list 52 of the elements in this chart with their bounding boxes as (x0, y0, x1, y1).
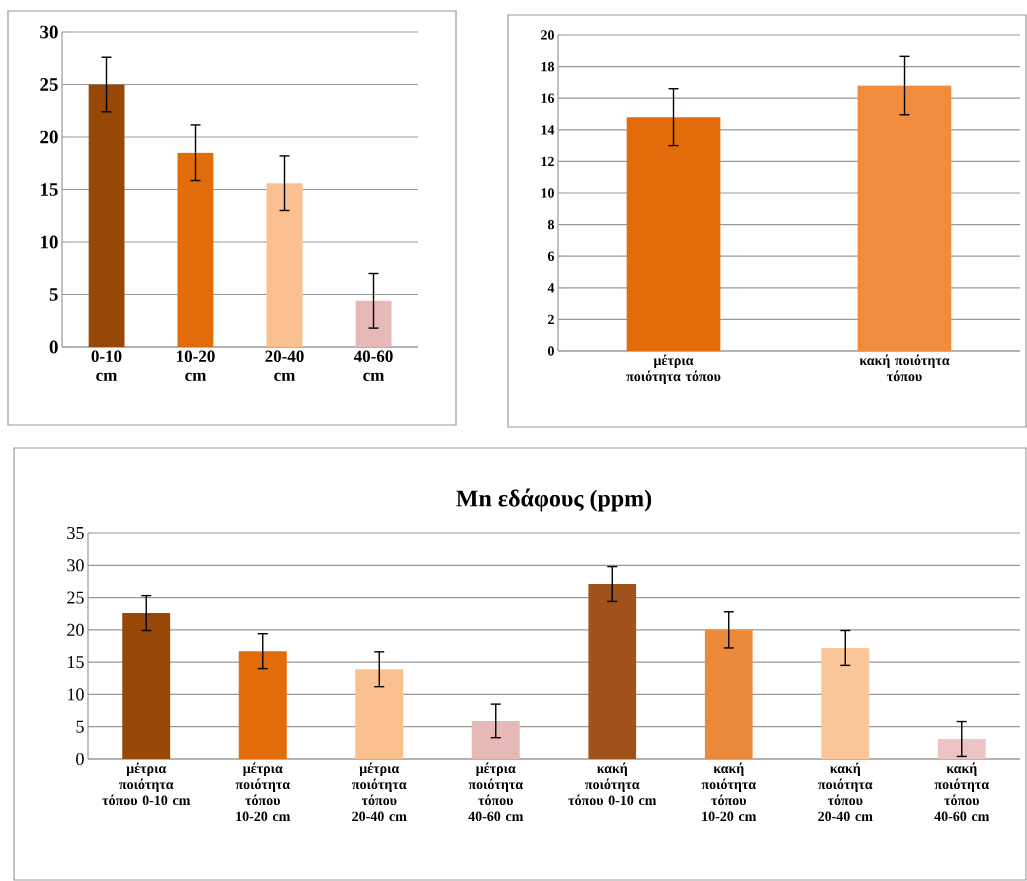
x-tick-label: κακή ποιότητα τόπου (859, 354, 950, 382)
y-tick-label: 16 (541, 93, 555, 103)
bar (704, 629, 753, 759)
bar (238, 651, 287, 759)
y-tick-label: 30 (40, 25, 58, 39)
x-tick-label: μέτρια ποιότητα τόπου 10-20 cm (235, 762, 291, 822)
y-tick-label: 25 (40, 78, 58, 91)
y-tick-label: 4 (547, 283, 555, 293)
bar (588, 584, 637, 759)
y-tick-label: 0 (76, 752, 84, 766)
x-tick-label: μέτρια ποιότητα τόπου 20-40 cm (352, 762, 407, 822)
y-tick-label: 15 (68, 656, 84, 669)
chart-title: Mn εδάφους (ppm) (456, 488, 652, 512)
x-tick-label: κακή ποιότητα τόπου 20-40 cm (818, 762, 873, 822)
bar (355, 669, 404, 759)
y-tick-label: 10 (68, 688, 84, 701)
y-tick-label: 25 (67, 591, 84, 604)
x-tick-label: κακή ποιότητα τόπου 10-20 cm (701, 762, 757, 822)
y-tick-label: 35 (67, 526, 84, 540)
y-tick-label: 0 (548, 346, 554, 356)
y-tick-label: 5 (49, 288, 58, 301)
bar (821, 647, 870, 759)
y-tick-label: 30 (67, 559, 84, 572)
bar (177, 152, 214, 347)
x-tick-label: 40-60 cm (353, 350, 393, 381)
y-tick-label: 15 (40, 183, 58, 196)
bar (122, 613, 171, 759)
y-tick-label: 0 (49, 340, 58, 354)
y-tick-label: 10 (541, 188, 554, 198)
y-tick-label: 20 (541, 30, 554, 40)
x-tick-label: 10-20 cm (177, 350, 215, 381)
y-tick-label: 10 (40, 235, 58, 249)
y-tick-label: 14 (541, 125, 555, 135)
x-tick-label: κακή ποιότητα τόπου 40-60 cm (934, 762, 990, 822)
y-tick-label: 6 (547, 251, 555, 261)
y-tick-label: 18 (541, 61, 555, 72)
x-tick-label: μέτρια ποιότητα τόπου 0-10 cm (102, 762, 191, 806)
bar (937, 738, 986, 759)
y-tick-label: 20 (67, 623, 84, 636)
bar (88, 84, 125, 347)
x-tick-label: κακή ποιότητα τόπου 0-10 cm (568, 762, 657, 806)
y-tick-label: 12 (541, 156, 554, 167)
y-tick-label: 8 (547, 219, 555, 230)
bar (266, 183, 303, 347)
x-tick-label: 20-40 cm (265, 350, 304, 381)
y-tick-label: 2 (548, 314, 554, 325)
bar (471, 720, 520, 759)
x-tick-label: μέτρια ποιότητα τόπου (626, 354, 721, 384)
x-tick-label: μέτρια ποιότητα τόπου 40-60 cm (468, 762, 524, 822)
y-tick-label: 5 (76, 720, 84, 733)
y-tick-label: 20 (40, 130, 58, 144)
x-tick-label: 0-10 cm (91, 350, 122, 381)
